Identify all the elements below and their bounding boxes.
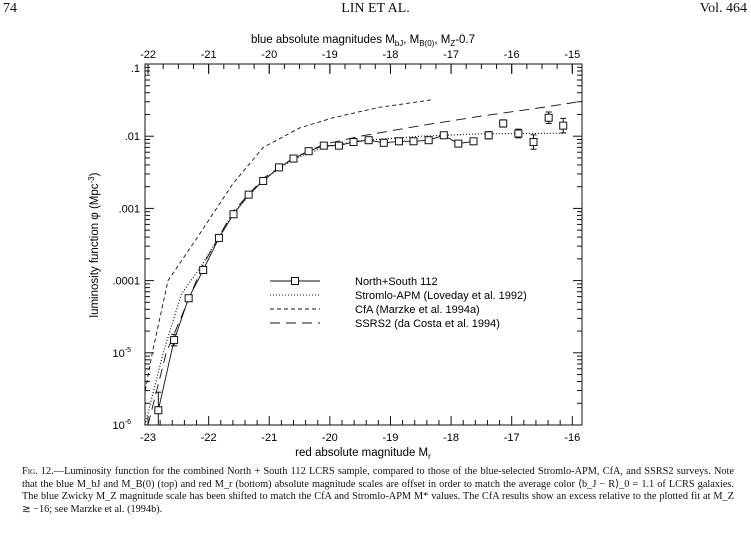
top-axis-title-part: -0.7 [455, 34, 475, 46]
top-x-tick-label: -20 [261, 49, 277, 61]
data-point-square [544, 113, 553, 122]
volume-label: Vol. 464 [699, 1, 747, 16]
y-tick-label: 10-6 [113, 419, 132, 432]
data-point-square [529, 138, 538, 147]
data-point-square [499, 119, 508, 128]
top-axis-title-part: blue absolute magnitudes M [251, 34, 395, 46]
data-point-square [334, 141, 343, 150]
x-tick-label: -16 [564, 432, 580, 444]
y-tick-base: 10 [113, 420, 125, 432]
series-line-2 [145, 99, 433, 395]
data-point-square [304, 147, 313, 156]
data-point-square [379, 138, 388, 147]
y-tick-label: .1 [131, 63, 140, 75]
y-tick-exponent: -5 [125, 347, 131, 354]
data-point-square [484, 131, 493, 140]
data-point-square [244, 190, 253, 199]
running-title: LIN ET AL. [341, 1, 410, 16]
top-x-tick-label: -15 [564, 49, 580, 61]
top-x-tick-label: -19 [322, 49, 338, 61]
x-tick-label: -18 [443, 432, 459, 444]
top-axis-title-part: bJ [395, 39, 403, 48]
top-axis-title-part: , M [434, 34, 450, 46]
legend-label: Stromlo-APM (Loveday et al. 1992) [355, 290, 527, 302]
top-x-tick-label: -16 [504, 49, 520, 61]
data-point-square [454, 139, 463, 148]
data-point-square [349, 138, 358, 147]
caption-text: —Luminosity function for the combined No… [22, 466, 734, 515]
data-point-square [199, 266, 208, 275]
data-point-square [259, 176, 268, 185]
x-tick-label: -17 [504, 432, 520, 444]
data-point-square [319, 141, 328, 150]
legend-label: North+South 112 [355, 276, 438, 288]
data-point-square [214, 233, 223, 242]
legend-square-marker [291, 277, 299, 285]
y-tick-label: .0001 [112, 276, 140, 288]
caption-label: Fig. 12. [22, 466, 54, 477]
data-point-square [274, 163, 283, 172]
top-x-tick-label: -21 [201, 49, 217, 61]
data-point-square [184, 294, 193, 303]
data-point-square [439, 131, 448, 140]
y-tick-label: .01 [125, 131, 140, 143]
x-tick-label: -20 [322, 432, 338, 444]
data-point-square [364, 136, 373, 145]
data-point-square [394, 137, 403, 146]
data-point-square [229, 210, 238, 219]
top-x-tick-label: -22 [140, 49, 156, 61]
top-axis-title-part: Z [450, 39, 455, 48]
x-tick-label: -23 [140, 432, 156, 444]
legend-label: SSRS2 (da Costa et al. 1994) [355, 318, 500, 330]
figure-caption: Fig. 12.—Luminosity function for the com… [22, 466, 734, 516]
data-point-square [289, 154, 298, 163]
data-point-square [409, 137, 418, 146]
luminosity-function-chart: -23 -22 -21 -20 -19 -18 -17 -16 -22 -21 -20 -19 -18 -… [87, 34, 583, 461]
data-point-square [469, 137, 478, 146]
page-number: 74 [3, 1, 17, 16]
x-tick-label: -19 [383, 432, 399, 444]
x-tick-label: -21 [261, 432, 277, 444]
data-point-square [170, 336, 179, 345]
data-point-square [559, 121, 568, 130]
y-tick-base: 10 [113, 348, 125, 360]
top-x-tick-label: -18 [383, 49, 399, 61]
y-axis-title: luminosity function φ (Mpc-3) [87, 172, 101, 317]
data-point-square [154, 406, 163, 415]
top-axis-title-part: , M [403, 34, 419, 46]
legend-label: CfA (Marzke et al. 1994a) [355, 304, 480, 316]
top-axis-title: blue absolute magnitudes MbJ, MB(0), MZ-… [251, 34, 475, 48]
y-tick-exponent: -6 [125, 419, 131, 426]
data-point-square [424, 136, 433, 145]
series-line-0 [157, 134, 474, 411]
y-tick-label: 10-5 [113, 347, 132, 360]
data-point-square [514, 129, 523, 138]
y-tick-label: .001 [119, 203, 140, 215]
plot-frame [144, 63, 583, 426]
top-axis-title-part: B(0) [419, 39, 434, 48]
top-x-tick-label: -17 [443, 49, 459, 61]
series-line-3 [147, 101, 579, 425]
x-axis-title: red absolute magnitude Mr [295, 447, 431, 461]
x-tick-label: -22 [201, 432, 217, 444]
